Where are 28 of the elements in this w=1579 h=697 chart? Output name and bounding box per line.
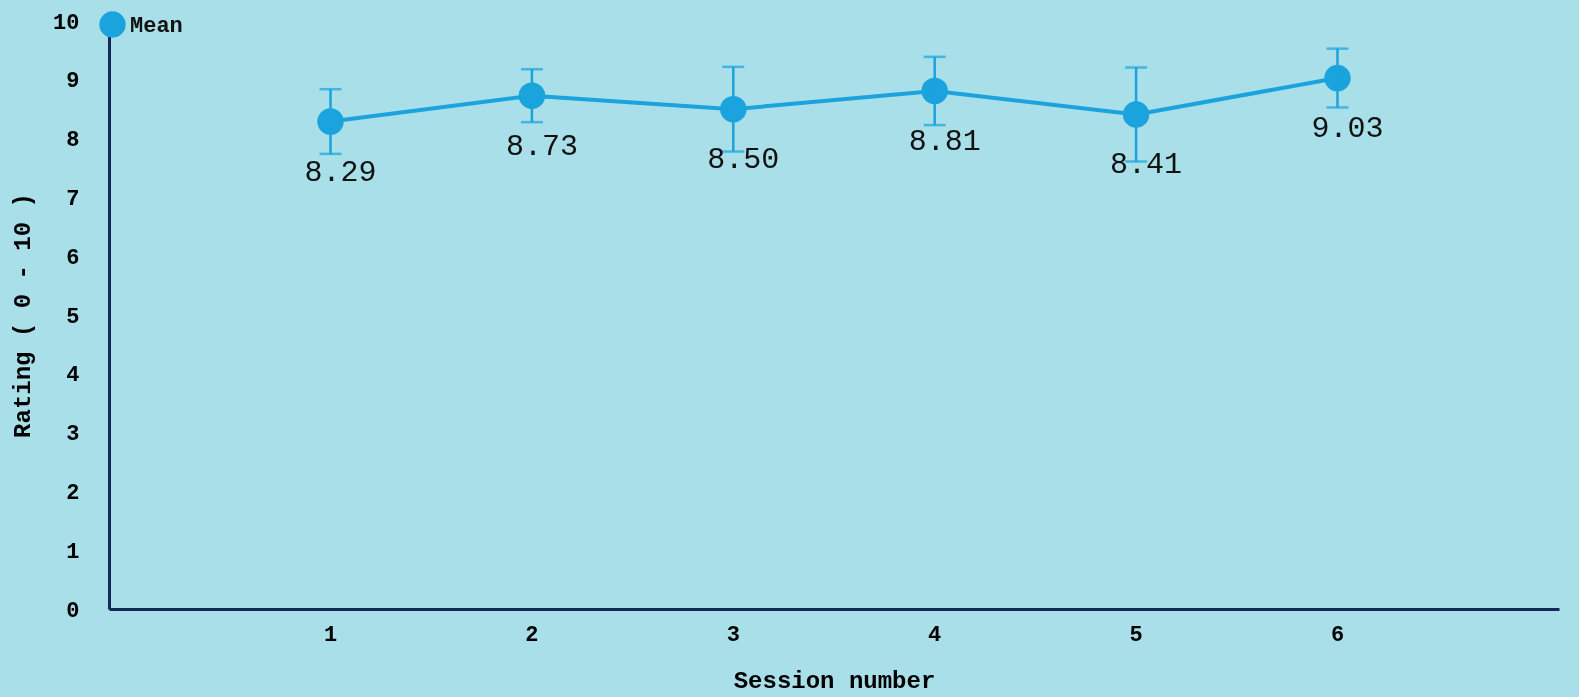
data-label: 9.03 — [1311, 112, 1384, 147]
y-tick-label: 1 — [66, 539, 80, 565]
y-tick-label: 2 — [66, 480, 80, 506]
y-tick-label: 8 — [66, 128, 80, 154]
data-label: 8.73 — [505, 129, 578, 164]
point — [518, 82, 546, 109]
x-tick-label: 6 — [1330, 622, 1345, 648]
y-tick-label: 9 — [66, 69, 80, 95]
x-tick-label: 2 — [525, 622, 539, 648]
y-axis-title: Rating ( 0 - 10 ) — [10, 193, 38, 438]
x-tick-label: 3 — [726, 622, 740, 648]
y-tick-label: 0 — [66, 598, 80, 624]
x-tick-label: 1 — [323, 622, 338, 648]
y-tick-label: 7 — [66, 186, 80, 212]
y-tick-label: 6 — [66, 245, 80, 271]
data-label: 8.41 — [1110, 148, 1183, 183]
y-tick-label: 10 — [53, 10, 80, 36]
point — [1122, 101, 1150, 128]
data-label: 8.50 — [707, 143, 780, 178]
y-tick-label: 5 — [66, 304, 80, 330]
y-tick-label: 4 — [66, 363, 80, 389]
data-label: 8.81 — [908, 124, 981, 159]
x-axis-title: Session number — [733, 667, 936, 695]
x-tick-label: 4 — [928, 622, 942, 648]
data-label: 8.29 — [304, 155, 377, 190]
legend-label: Mean — [130, 13, 183, 39]
x-tick-label: 5 — [1129, 622, 1143, 648]
y-tick-label: 3 — [66, 422, 80, 448]
